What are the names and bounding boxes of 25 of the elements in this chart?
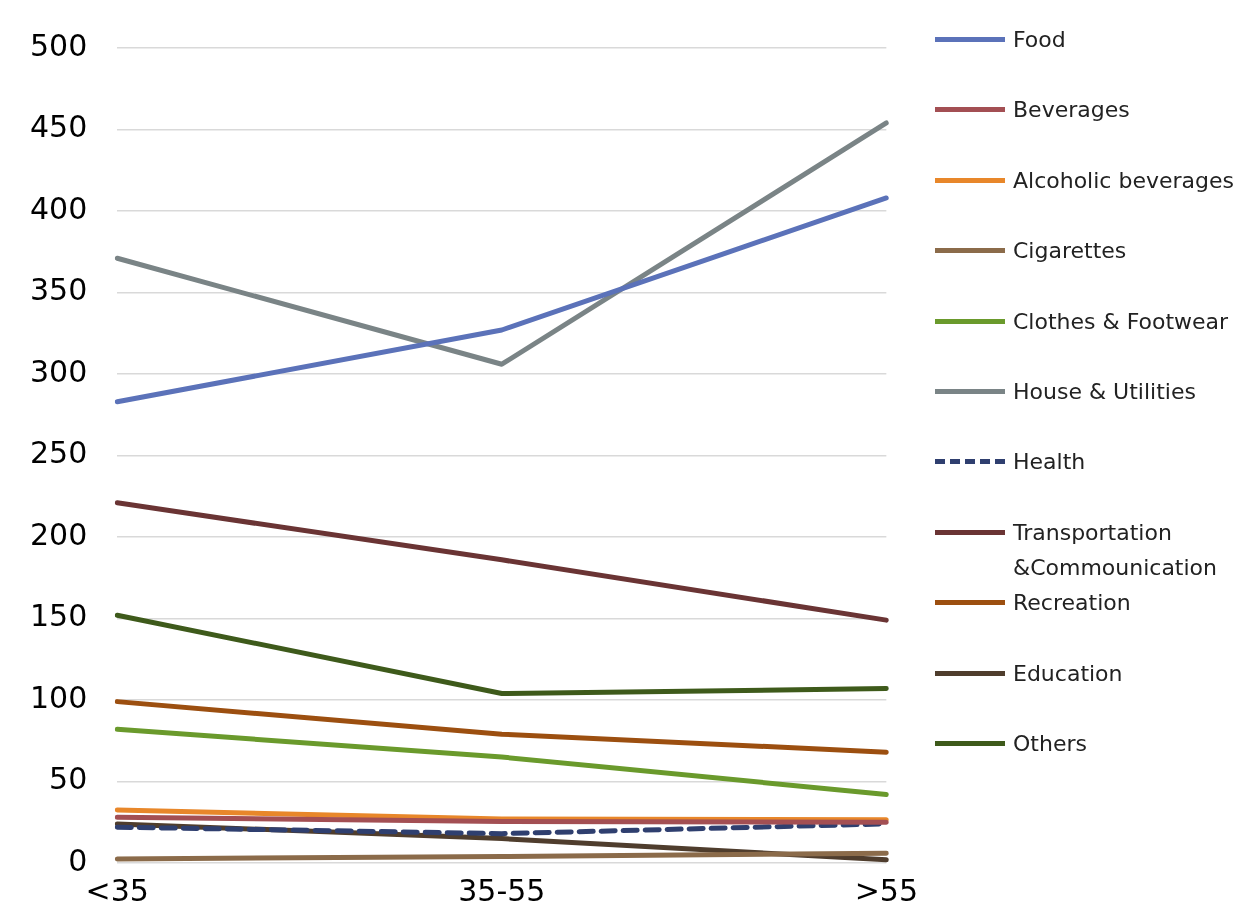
y-tick-label: 500 <box>30 27 88 63</box>
y-tick-label: 450 <box>30 109 88 145</box>
y-tick-label: 300 <box>30 353 88 389</box>
y-tick-label: 150 <box>30 598 88 634</box>
x-tick-label: <35 <box>85 872 149 908</box>
x-tick-label: 35-55 <box>458 872 546 908</box>
y-tick-label: 250 <box>30 435 88 471</box>
legend-label: Food <box>1013 26 1066 54</box>
legend-label: Alcoholic beverages <box>1013 166 1234 195</box>
legend-label: Clothes & Footwear <box>1013 307 1229 336</box>
y-tick-label: 200 <box>30 516 88 552</box>
legend-label: Health <box>1013 448 1086 477</box>
legend-label: Cigarettes <box>1013 237 1127 266</box>
legend-label: Transportation &Commounication <box>1013 518 1218 582</box>
y-tick-label: 100 <box>30 679 88 715</box>
y-tick-label: 50 <box>49 761 88 797</box>
y-tick-label: 400 <box>30 190 88 226</box>
legend-label: Education <box>1013 659 1123 688</box>
legend-label: House & Utilities <box>1013 378 1196 406</box>
y-tick-label: 0 <box>68 842 88 878</box>
y-tick-label: 350 <box>30 272 88 308</box>
x-tick-label: >55 <box>854 872 918 908</box>
legend-label: Others <box>1013 730 1087 758</box>
legend-label: Recreation <box>1013 589 1131 618</box>
legend-label: Beverages <box>1013 96 1130 125</box>
